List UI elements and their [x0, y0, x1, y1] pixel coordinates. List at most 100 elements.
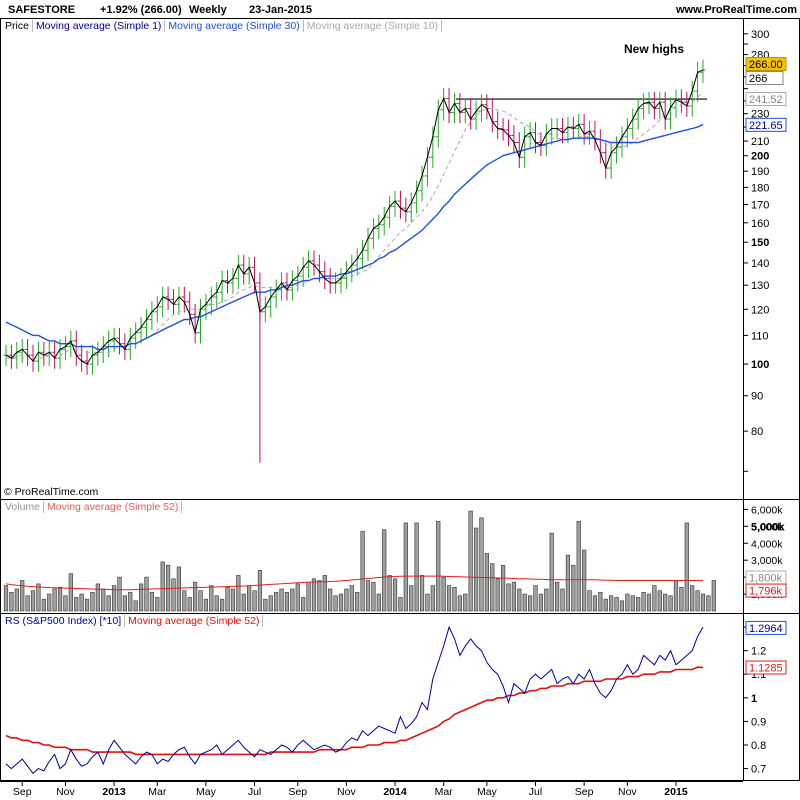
- new-highs-annotation: New highs: [624, 42, 685, 56]
- x-tick-label: Mar: [148, 786, 167, 798]
- legend-volume-ma[interactable]: Moving average (Simple 52): [44, 501, 183, 513]
- volume-bar: [565, 554, 571, 612]
- rs-ma-badge-label: 1.1285: [749, 663, 783, 675]
- price-bar: [635, 98, 641, 130]
- x-tick-label: Jul: [248, 786, 261, 798]
- price-bar: [106, 330, 112, 358]
- volume-bar: [419, 575, 425, 612]
- volume-bar: [436, 520, 441, 612]
- legend-ma30[interactable]: Moving average (Simple 30): [165, 20, 304, 32]
- price-bar: [387, 196, 393, 228]
- volume-bar: [652, 585, 657, 612]
- price-bar: [592, 120, 598, 151]
- volume-bar: [155, 597, 160, 612]
- volume-bar: [468, 510, 473, 612]
- volume-bar: [106, 595, 111, 612]
- volume-bar: [236, 575, 241, 612]
- volume-tick-label: 4,000k: [751, 538, 783, 550]
- legend-rs-ma[interactable]: Moving average (Simple 52): [125, 615, 264, 627]
- price-bar: [446, 88, 452, 124]
- volume-bar: [506, 583, 511, 612]
- legend-ma10[interactable]: Moving average (Simple 10): [303, 20, 443, 32]
- volume-bar: [133, 600, 138, 612]
- volume-bar: [36, 583, 41, 612]
- price-tick-label: 130: [751, 280, 769, 292]
- volume-tick-label: 5,000k: [751, 521, 786, 533]
- volume-bar: [592, 595, 598, 612]
- volume-bar: [279, 588, 284, 612]
- volume-bar: [409, 585, 414, 612]
- volume-bar: [355, 592, 360, 612]
- volume-bar: [630, 595, 635, 612]
- volume-bar: [9, 592, 14, 612]
- period-label: Weekly: [189, 4, 227, 16]
- x-tick-label: Sep: [575, 786, 594, 798]
- volume-bar: [663, 593, 668, 612]
- price-legend: Price Moving average (Simple 1) Moving ave…: [2, 20, 443, 32]
- price-bar: [457, 93, 463, 124]
- legend-rs[interactable]: RS (S&P500 Index) [*10]: [2, 615, 126, 627]
- price-bar: [154, 296, 160, 323]
- price-bar: [149, 301, 155, 331]
- price-bar: [408, 192, 414, 223]
- chart-header: SAFESTORE +1.92% (266.00) Weekly 23-Jan-…: [0, 0, 800, 20]
- volume-bar: [376, 593, 381, 612]
- legend-price[interactable]: Price: [2, 20, 33, 32]
- price-tick-label: 230: [751, 109, 769, 121]
- volume-bar: [473, 527, 479, 612]
- volume-ma-badge-label: 1,796k: [749, 586, 783, 598]
- volume-ma-line: [5, 575, 704, 591]
- legend-volume[interactable]: Volume: [2, 501, 45, 513]
- price-bar: [160, 286, 166, 318]
- x-tick-label: 2013: [102, 786, 126, 798]
- price-tick-label: 120: [751, 304, 769, 316]
- price-bar: [462, 98, 468, 124]
- volume-bar: [84, 598, 90, 612]
- rs-badge: [745, 620, 787, 635]
- x-tick-label: 2015: [664, 786, 688, 798]
- volume-bar: [74, 597, 79, 612]
- price-bar: [668, 96, 674, 130]
- volume-bar: [241, 593, 246, 612]
- legend-ma1[interactable]: Moving average (Simple 1): [32, 20, 166, 32]
- price-bar: [451, 93, 457, 124]
- rs-legend: RS (S&P500 Index) [*10] Moving average (S…: [2, 615, 264, 627]
- price-bar: [133, 322, 139, 349]
- rs-tick-label: 0.8: [751, 740, 766, 752]
- price-bar: [338, 268, 344, 294]
- volume-bar: [382, 529, 387, 612]
- volume-bar: [684, 522, 689, 612]
- volume-bar: [149, 592, 154, 612]
- watermark: © ProRealTime.com: [4, 486, 99, 498]
- price-bar: [430, 126, 436, 168]
- price-bar: [306, 250, 312, 278]
- volume-bar: [68, 573, 73, 612]
- volume-bar: [560, 588, 565, 612]
- close-line: [5, 69, 704, 365]
- volume-bar: [571, 564, 576, 612]
- site-link[interactable]: www.ProRealTime.com: [676, 4, 798, 16]
- volume-bar: [295, 583, 300, 612]
- volume-bar: [614, 597, 619, 612]
- x-tick-label: 2014: [383, 786, 407, 798]
- rs-tick-label: 0.7: [751, 764, 766, 776]
- price-bar: [95, 341, 101, 366]
- price-tick-label: 170: [751, 200, 769, 212]
- date-label: 23-Jan-2015: [249, 4, 312, 16]
- rs-tick-label: 1: [751, 693, 757, 705]
- volume-bar: [57, 586, 63, 612]
- price-bar: [343, 261, 349, 290]
- price-tick-label: 190: [751, 166, 769, 178]
- price-bar: [587, 120, 593, 145]
- ma30-badge: [745, 117, 787, 132]
- volume-bar: [700, 593, 706, 612]
- price-bar: [262, 296, 268, 323]
- rs-badge-label: 1.2964: [749, 623, 783, 635]
- volume-bar: [328, 588, 333, 612]
- price-tick-label: 210: [751, 136, 769, 148]
- price-tick-label: 100: [751, 359, 769, 371]
- volume-bar: [706, 595, 711, 612]
- price-bar: [673, 89, 679, 118]
- volume-bar: [619, 600, 625, 612]
- volume-bar: [414, 522, 419, 612]
